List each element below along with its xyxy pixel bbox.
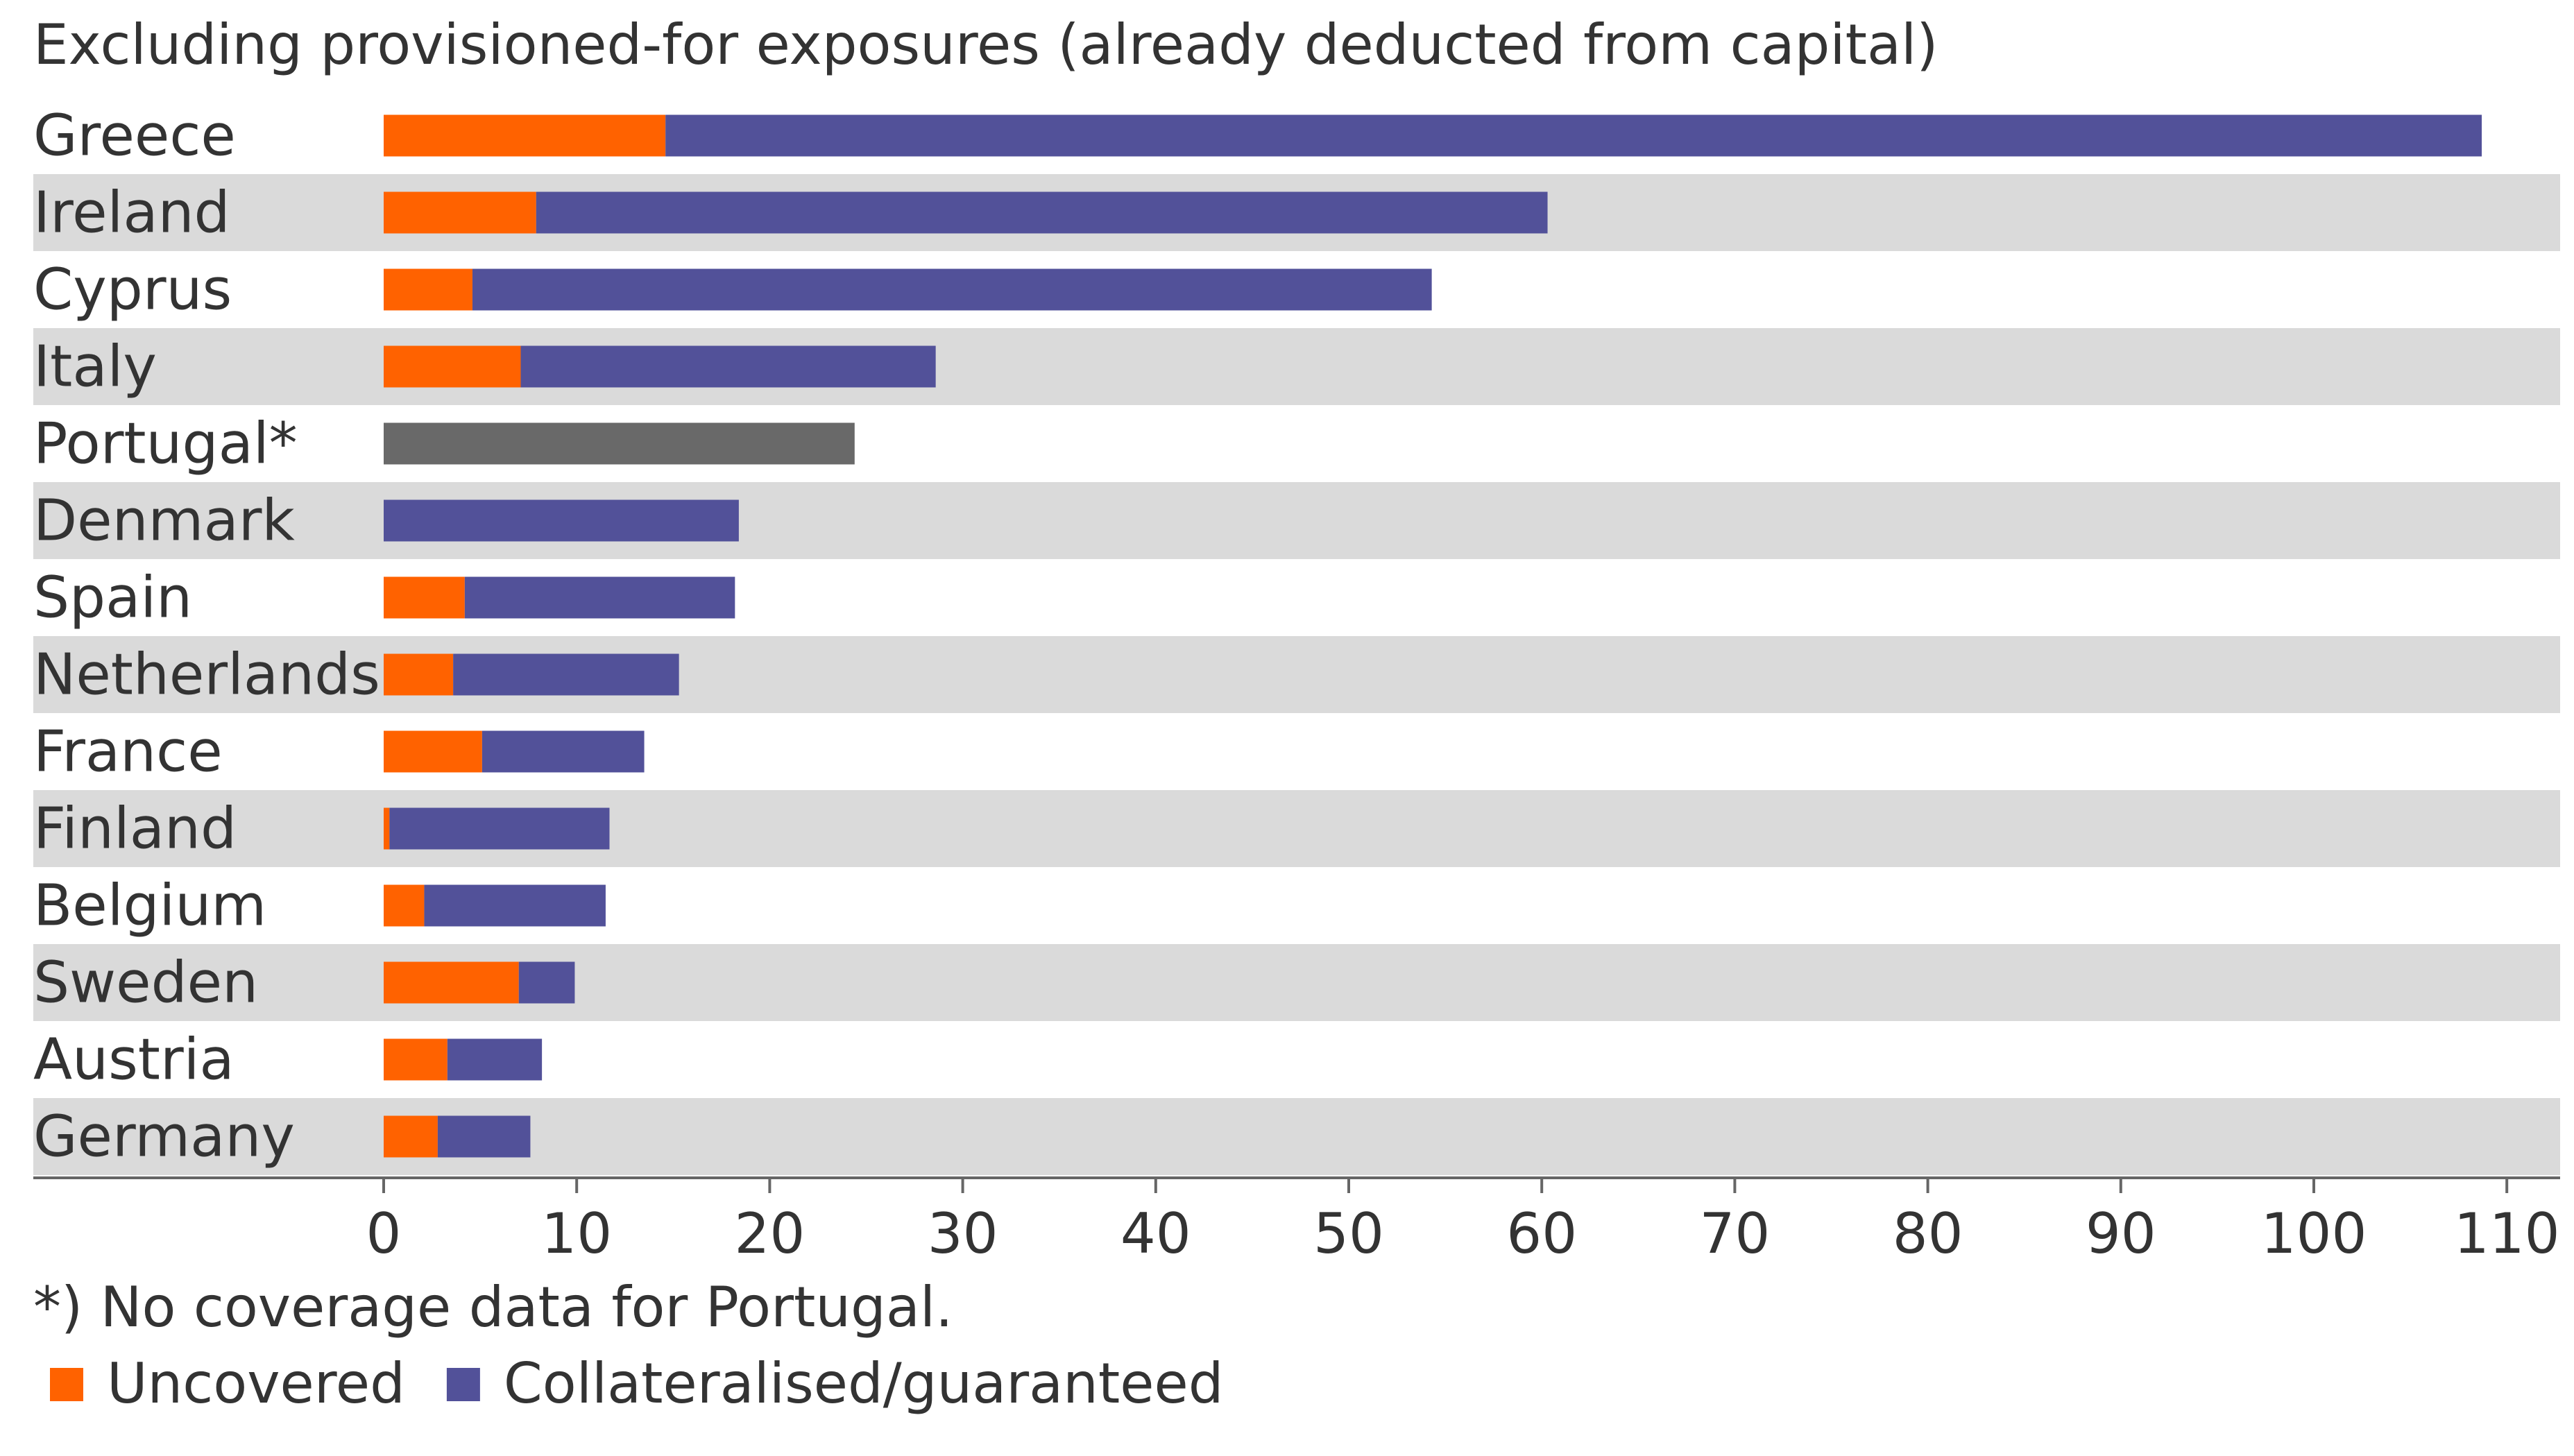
bars	[384, 114, 2482, 1158]
category-label: Ireland	[33, 180, 230, 246]
category-label: Cyprus	[33, 257, 232, 323]
bar-uncovered	[384, 730, 482, 773]
category-label: Spain	[33, 565, 192, 631]
category-label: Denmark	[33, 488, 295, 554]
bar-collateralised-guaranteed	[536, 191, 1548, 234]
footnote: *) No coverage data for Portugal.	[33, 1275, 953, 1339]
category-labels: Greece Ireland Cyprus Italy Portugal* Denmark…	[33, 103, 380, 1170]
bar-collateralised-guaranteed	[665, 114, 2482, 157]
category-label: Greece	[33, 103, 236, 169]
bar-collateralised-guaranteed	[447, 1038, 543, 1081]
bar-collateralised-guaranteed	[384, 499, 739, 542]
bar-uncovered	[384, 653, 454, 696]
x-tick-label: 80	[1893, 1201, 1963, 1266]
bar-collateralised-guaranteed	[464, 576, 735, 619]
x-tick-label: 90	[2086, 1201, 2156, 1266]
bar-collateralised-guaranteed	[424, 884, 606, 927]
legend-swatch-collateralised-guaranteed	[446, 1368, 480, 1401]
bar-uncovered	[384, 1038, 448, 1081]
bar-collateralised-guaranteed	[453, 653, 679, 696]
x-tick-label: 0	[366, 1201, 402, 1266]
x-tick-label: 100	[2261, 1201, 2367, 1266]
x-tick-label: 60	[1506, 1201, 1577, 1266]
legend-label-uncovered: Uncovered	[107, 1351, 405, 1416]
x-tick-label: 10	[541, 1201, 612, 1266]
bar-uncovered	[384, 268, 472, 311]
x-tick-label: 110	[2454, 1201, 2560, 1266]
x-axis	[33, 1176, 2560, 1193]
category-label: Austria	[33, 1027, 235, 1093]
bar-no-coverage-data	[384, 422, 855, 465]
bar-uncovered	[384, 576, 465, 619]
x-tick-label: 50	[1313, 1201, 1384, 1266]
category-label: Netherlands	[33, 642, 380, 708]
category-label: Portugal*	[33, 411, 298, 477]
category-label: Germany	[33, 1104, 295, 1170]
bar-collateralised-guaranteed	[518, 961, 575, 1004]
bar-uncovered	[384, 114, 666, 157]
bar-uncovered	[384, 191, 536, 234]
bar-uncovered	[384, 807, 390, 850]
bar-uncovered	[384, 345, 521, 388]
bar-collateralised-guaranteed	[389, 807, 610, 850]
legend-swatch-uncovered	[50, 1368, 83, 1401]
bar-uncovered	[384, 1115, 438, 1158]
bar-uncovered	[384, 884, 425, 927]
x-tick-label: 20	[735, 1201, 806, 1266]
category-label: Italy	[33, 334, 157, 400]
x-tick-labels: 0 10 20 30 40 50 60 70 80 90 100 110	[366, 1201, 2560, 1266]
legend-label-collateralised-guaranteed: Collateralised/guaranteed	[504, 1351, 1224, 1416]
bar-collateralised-guaranteed	[481, 730, 645, 773]
bar-collateralised-guaranteed	[472, 268, 1432, 311]
category-label: Sweden	[33, 950, 258, 1016]
category-label: Belgium	[33, 873, 266, 939]
legend: Uncovered Collateralised/guaranteed	[50, 1351, 1223, 1416]
bar-uncovered	[384, 961, 519, 1004]
chart-title: Excluding provisioned-for exposures (alr…	[33, 12, 1938, 77]
x-tick-label: 40	[1120, 1201, 1191, 1266]
category-label: Finland	[33, 796, 237, 862]
bar-collateralised-guaranteed	[520, 345, 936, 388]
bar-collateralised-guaranteed	[437, 1115, 531, 1158]
category-label: France	[33, 719, 223, 785]
x-tick-label: 70	[1700, 1201, 1771, 1266]
x-tick-label: 30	[928, 1201, 998, 1266]
